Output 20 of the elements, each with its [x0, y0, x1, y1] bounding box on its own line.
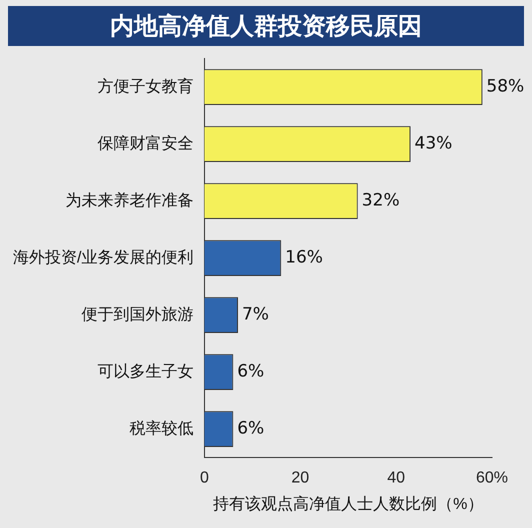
- data-label: 58%: [486, 76, 524, 97]
- y-tick-label: 海外投资/业务发展的便利: [12, 248, 194, 267]
- x-axis-title: 持有该观点高净值人士人数比例（%）: [213, 494, 484, 513]
- data-label: 6%: [237, 362, 264, 382]
- y-tick-label: 方便子女教育: [97, 78, 194, 96]
- data-label: 6%: [237, 418, 264, 439]
- x-tick-label: 40: [387, 470, 406, 487]
- data-label: 43%: [414, 134, 452, 154]
- data-label: 7%: [242, 304, 269, 325]
- y-tick-label: 便于到国外旅游: [81, 306, 194, 324]
- x-tick-label: 0: [200, 470, 209, 487]
- x-tick-label: 60%: [476, 470, 508, 487]
- data-label: 16%: [285, 248, 323, 268]
- y-tick-label: 税率较低: [129, 420, 194, 438]
- x-tick-label: 20: [291, 470, 310, 487]
- data-label: 32%: [362, 190, 400, 211]
- y-tick-label: 为未来养老作准备: [65, 192, 194, 210]
- y-tick-label: 保障财富安全: [97, 134, 194, 153]
- chart-title: 内地高净值人群投资移民原因: [8, 6, 524, 46]
- y-tick-label: 可以多生子女: [97, 362, 194, 381]
